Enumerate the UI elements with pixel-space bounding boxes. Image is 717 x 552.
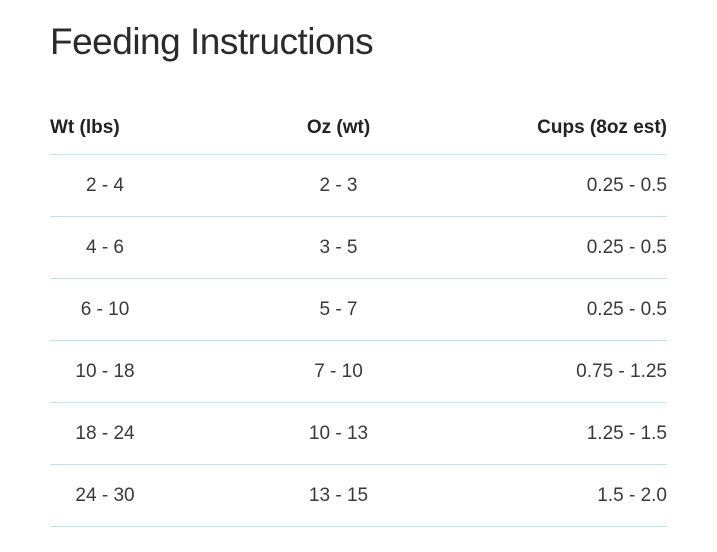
feeding-instructions-table: Wt (lbs) Oz (wt) Cups (8oz est) 2 - 4 2 … <box>50 100 667 528</box>
table-row: 2 - 4 2 - 3 0.25 - 0.5 <box>50 154 667 218</box>
cell-wt: 18 - 24 <box>50 402 160 466</box>
table-body: 2 - 4 2 - 3 0.25 - 0.5 4 - 6 3 - 5 0.25 … <box>50 154 667 528</box>
table-row: 24 - 30 13 - 15 1.5 - 2.0 <box>50 464 667 528</box>
cell-cups: 0.75 - 1.25 <box>517 340 667 404</box>
cell-cups: 1.25 - 1.5 <box>517 402 667 466</box>
cell-oz: 5 - 7 <box>160 278 517 342</box>
page-title: Feeding Instructions <box>50 21 374 62</box>
column-header-wt-lbs: Wt (lbs) <box>50 100 160 156</box>
table-header-row: Wt (lbs) Oz (wt) Cups (8oz est) <box>50 100 667 156</box>
column-header-oz-wt: Oz (wt) <box>160 100 517 156</box>
table-header: Wt (lbs) Oz (wt) Cups (8oz est) <box>50 100 667 156</box>
table-row: 10 - 18 7 - 10 0.75 - 1.25 <box>50 340 667 404</box>
column-header-cups-8oz-est: Cups (8oz est) <box>517 100 667 156</box>
table-row: 18 - 24 10 - 13 1.25 - 1.5 <box>50 402 667 466</box>
cell-cups: 1.5 - 2.0 <box>517 464 667 528</box>
cell-cups: 0.25 - 0.5 <box>517 154 667 218</box>
cell-oz: 2 - 3 <box>160 154 517 218</box>
cell-oz: 7 - 10 <box>160 340 517 404</box>
cell-wt: 2 - 4 <box>50 154 160 218</box>
cell-oz: 10 - 13 <box>160 402 517 466</box>
cell-wt: 24 - 30 <box>50 464 160 528</box>
cell-cups: 0.25 - 0.5 <box>517 216 667 280</box>
table-row: 4 - 6 3 - 5 0.25 - 0.5 <box>50 216 667 280</box>
table-row: 6 - 10 5 - 7 0.25 - 0.5 <box>50 278 667 342</box>
cell-oz: 13 - 15 <box>160 464 517 528</box>
cell-wt: 6 - 10 <box>50 278 160 342</box>
cell-oz: 3 - 5 <box>160 216 517 280</box>
cell-wt: 4 - 6 <box>50 216 160 280</box>
cell-cups: 0.25 - 0.5 <box>517 278 667 342</box>
cell-wt: 10 - 18 <box>50 340 160 404</box>
